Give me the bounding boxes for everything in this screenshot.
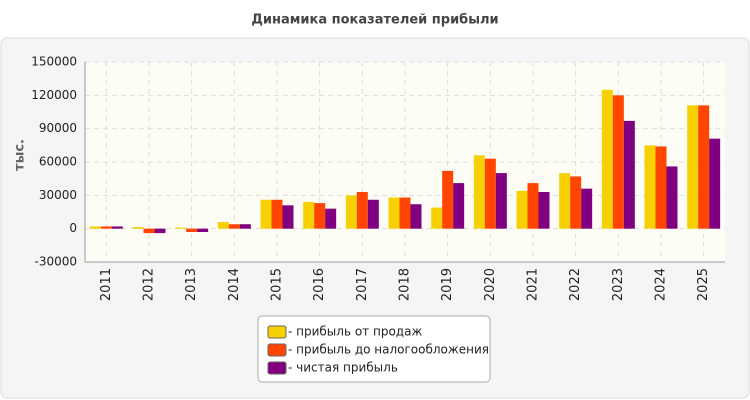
x-tick-label: 2025 <box>696 268 711 301</box>
bar <box>442 170 454 229</box>
bar <box>314 203 326 229</box>
legend-swatch <box>267 325 287 339</box>
bar <box>239 224 251 229</box>
y-axis-title: тыс. <box>13 139 28 171</box>
y-tick-label: 150000 <box>31 55 77 69</box>
bar <box>197 228 209 232</box>
bar <box>388 197 400 229</box>
bar <box>453 183 465 229</box>
bar <box>484 158 496 229</box>
bar <box>303 202 315 229</box>
bar <box>228 224 240 229</box>
bar <box>186 228 198 232</box>
chart-title: Динамика показателей прибыли <box>251 13 498 28</box>
x-tick-label: 2018 <box>398 268 413 301</box>
x-tick-label: 2019 <box>440 268 455 301</box>
y-tick-label: 90000 <box>39 121 77 135</box>
x-tick-label: 2022 <box>568 268 583 301</box>
y-tick-label: 60000 <box>39 155 77 169</box>
bar <box>516 190 528 229</box>
bar <box>601 89 613 229</box>
bar <box>570 176 582 229</box>
bar <box>399 197 411 229</box>
bar <box>709 138 721 229</box>
legend-swatch <box>267 343 287 357</box>
bar <box>175 227 187 229</box>
y-tick-label: 30000 <box>39 188 77 202</box>
bar <box>367 199 379 229</box>
bar <box>89 226 101 229</box>
x-tick-label: 2020 <box>483 268 498 301</box>
bar <box>538 192 550 229</box>
bar <box>623 120 635 229</box>
x-tick-label: 2012 <box>142 268 157 301</box>
y-tick-label: 120000 <box>31 88 77 102</box>
legend-label: - чистая прибыль <box>288 361 398 375</box>
bar <box>154 228 166 234</box>
bar <box>655 146 667 229</box>
bar <box>271 199 283 229</box>
bar <box>473 155 485 229</box>
bar <box>345 195 357 229</box>
bar <box>666 166 678 229</box>
bar <box>644 145 656 229</box>
bar <box>356 192 368 229</box>
y-tick-label: -30000 <box>34 255 77 269</box>
x-tick-label: 2023 <box>611 268 626 301</box>
bar <box>143 228 155 234</box>
x-tick-label: 2024 <box>654 268 669 301</box>
bar <box>282 205 294 229</box>
bar <box>495 173 507 229</box>
x-tick-label: 2011 <box>99 268 114 301</box>
x-tick-label: 2021 <box>526 268 541 301</box>
legend <box>257 315 491 383</box>
x-tick-label: 2014 <box>227 268 242 301</box>
y-tick-label: 0 <box>69 221 77 235</box>
bar <box>100 226 112 229</box>
bar <box>410 204 422 229</box>
x-tick-label: 2015 <box>270 268 285 301</box>
x-tick-label: 2017 <box>355 268 370 301</box>
bar <box>325 208 337 229</box>
bar <box>431 207 443 229</box>
legend-label: - прибыль от продаж <box>288 325 422 339</box>
bar <box>527 183 539 229</box>
bar <box>559 173 571 229</box>
bar <box>217 222 229 229</box>
legend-swatch <box>267 361 287 375</box>
bar <box>111 226 123 229</box>
legend-label: - прибыль до налогообложения <box>288 343 489 357</box>
x-tick-label: 2013 <box>184 268 199 301</box>
bar <box>132 227 144 229</box>
bar <box>581 188 593 229</box>
bar <box>687 105 699 229</box>
bar <box>612 95 624 229</box>
bar <box>260 199 272 229</box>
bar <box>698 105 710 229</box>
x-tick-label: 2016 <box>312 268 327 301</box>
